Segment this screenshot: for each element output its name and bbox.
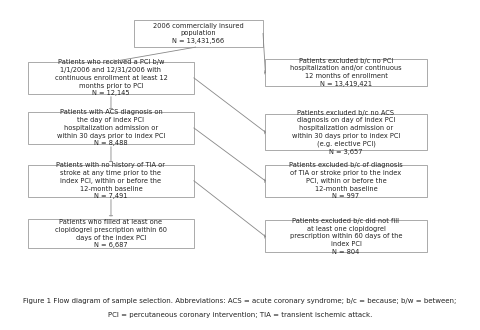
FancyBboxPatch shape xyxy=(265,220,427,252)
FancyBboxPatch shape xyxy=(28,219,194,248)
FancyBboxPatch shape xyxy=(265,165,427,197)
FancyBboxPatch shape xyxy=(265,59,427,85)
FancyBboxPatch shape xyxy=(28,112,194,144)
Text: Patients with no history of TIA or
stroke at any time prior to the
index PCI, wi: Patients with no history of TIA or strok… xyxy=(57,162,166,199)
Text: Patients excluded b/c did not fill
at least one clopidogrel
prescription within : Patients excluded b/c did not fill at le… xyxy=(290,218,402,255)
Text: Figure 1 Flow diagram of sample selection. Abbreviations: ACS = acute coronary s: Figure 1 Flow diagram of sample selectio… xyxy=(24,298,456,304)
Text: Patients excluded b/c no ACS
diagnosis on day of index PCI
hospitalization admis: Patients excluded b/c no ACS diagnosis o… xyxy=(292,110,400,155)
Text: Patients who filled at least one
clopidogrel prescription within 60
days of the : Patients who filled at least one clopido… xyxy=(55,219,167,248)
Text: Patients excluded b/c of diagnosis
of TIA or stroke prior to the index
PCI, with: Patients excluded b/c of diagnosis of TI… xyxy=(289,162,403,199)
FancyBboxPatch shape xyxy=(28,62,194,94)
FancyBboxPatch shape xyxy=(134,20,263,47)
Text: Patients who received a PCI b/w
1/1/2006 and 12/31/2006 with
continuous enrollme: Patients who received a PCI b/w 1/1/2006… xyxy=(55,59,168,96)
Text: Patients with ACS diagnosis on
the day of index PCI
hospitalization admission or: Patients with ACS diagnosis on the day o… xyxy=(57,110,165,147)
Text: PCI = percutaneous coronary intervention; TIA = transient ischemic attack.: PCI = percutaneous coronary intervention… xyxy=(108,312,372,318)
Text: Patients excluded b/c no PCI
hospitalization and/or continuous
12 months of enro: Patients excluded b/c no PCI hospitaliza… xyxy=(290,58,402,87)
FancyBboxPatch shape xyxy=(28,165,194,197)
FancyBboxPatch shape xyxy=(265,114,427,150)
Text: 2006 commercially insured
population
N = 13,431,566: 2006 commercially insured population N =… xyxy=(153,23,244,44)
